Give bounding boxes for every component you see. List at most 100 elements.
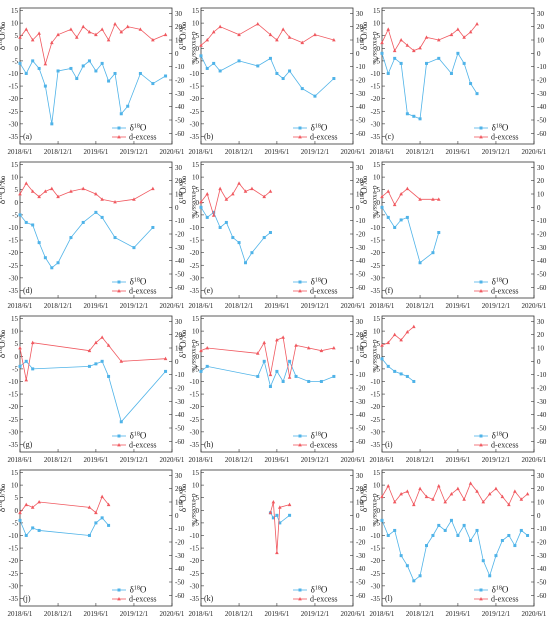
- left-tick-label: -10: [371, 224, 381, 232]
- legend-o18-marker: [479, 280, 483, 284]
- left-tick-label: -30: [190, 120, 200, 128]
- left-tick-label: -35: [371, 441, 381, 449]
- left-tick-label: 0: [377, 507, 381, 515]
- o18-point: [107, 79, 111, 83]
- o18-point: [18, 364, 22, 368]
- right-tick-label: 30: [537, 164, 545, 172]
- left-tick-label: -10: [9, 70, 19, 78]
- o18-point: [412, 579, 416, 583]
- dex-point: [56, 194, 60, 199]
- right-tick-label: 30: [175, 10, 183, 18]
- dex-point: [392, 332, 397, 337]
- dex-point: [468, 30, 473, 34]
- right-tick-label: -60: [356, 592, 366, 600]
- x-tick-label: 2018/6/1: [8, 456, 33, 464]
- dex-point: [449, 32, 454, 37]
- o18-point: [113, 236, 117, 240]
- left-tick-label: 10: [192, 20, 200, 28]
- panel-j: 151050-5-10-15-20-25-30-353020100-10-20-…: [0, 469, 198, 618]
- right-tick-label: 0: [175, 50, 179, 58]
- plot-frame: [200, 469, 354, 607]
- left-tick-label: 10: [373, 20, 381, 28]
- dex-point: [332, 346, 336, 350]
- dex-point: [431, 197, 435, 201]
- dex-point: [281, 335, 285, 339]
- y-left-title: δ18O/‰: [359, 176, 369, 204]
- o18-point: [469, 539, 473, 543]
- dex-point: [50, 40, 54, 45]
- legend-dex-label: d-excess: [129, 133, 157, 142]
- o18-point: [412, 114, 416, 118]
- dex-point: [281, 27, 285, 31]
- o18-point: [199, 205, 203, 209]
- legend-dex-marker: [298, 443, 302, 447]
- left-tick-label: -5: [193, 365, 199, 373]
- legend-dex-label: d-excess: [491, 595, 519, 604]
- x-tick-label: 2018/12/1: [225, 302, 254, 310]
- legend-o18-label: δ18O: [311, 123, 328, 133]
- o18-point: [437, 56, 441, 60]
- plot-frame: [200, 315, 354, 453]
- dex-point: [250, 186, 254, 191]
- x-tick-label: 2020/6/1: [341, 610, 366, 618]
- right-tick-label: -50: [356, 117, 366, 125]
- x-tick-label: 2018/6/1: [370, 148, 395, 156]
- legend-o18-label: δ18O: [492, 431, 509, 441]
- dex-point: [69, 189, 73, 193]
- o18-point: [271, 516, 275, 520]
- right-tick-label: -40: [175, 257, 185, 265]
- o18-point: [256, 374, 260, 378]
- left-tick-label: -25: [9, 108, 19, 116]
- panel-label: (d): [23, 286, 33, 295]
- o18-point: [526, 533, 530, 537]
- o18-point: [405, 112, 409, 116]
- o18-point: [386, 71, 390, 75]
- right-tick-label: -30: [537, 90, 547, 98]
- left-tick-label: 5: [15, 340, 19, 348]
- dex-point: [287, 502, 292, 507]
- left-tick-label: -5: [12, 211, 18, 219]
- o18-point: [275, 71, 279, 75]
- o18-point: [456, 533, 460, 537]
- dex-point: [268, 32, 273, 37]
- o18-line: [381, 207, 440, 264]
- left-tick-label: -10: [371, 70, 381, 78]
- right-tick-label: -40: [537, 565, 547, 573]
- left-tick-label: -30: [371, 428, 381, 436]
- dex-point: [462, 35, 466, 39]
- left-tick-label: 5: [377, 186, 381, 194]
- left-tick-label: -20: [371, 403, 381, 411]
- dex-point: [37, 500, 41, 504]
- panel-f: 151050-5-10-15-20-25-30-353020100-10-20-…: [359, 161, 547, 310]
- dex-line: [19, 495, 109, 514]
- o18-point: [380, 357, 384, 361]
- right-tick-label: -30: [356, 398, 366, 406]
- left-tick-label: -35: [190, 441, 200, 449]
- dex-point: [405, 43, 410, 47]
- dex-point: [268, 510, 273, 515]
- left-tick-label: -20: [190, 95, 200, 103]
- dex-point: [424, 35, 429, 39]
- o18-point: [24, 533, 28, 537]
- dex-point: [125, 24, 130, 29]
- dex-point: [418, 197, 422, 201]
- o18-point: [386, 215, 390, 219]
- o18-point: [31, 526, 35, 530]
- o18-point: [43, 256, 47, 260]
- right-tick-label: -60: [175, 438, 185, 446]
- dex-point: [475, 22, 479, 26]
- dex-point: [151, 38, 155, 42]
- left-tick-label: 10: [192, 328, 200, 336]
- left-tick-label: -5: [193, 57, 199, 65]
- dex-point: [94, 192, 98, 196]
- o18-point: [469, 82, 473, 86]
- x-tick-label: 2019/6/1: [445, 148, 470, 156]
- right-tick-label: 20: [175, 177, 183, 185]
- x-tick-label: 2019/6/1: [445, 456, 470, 464]
- o18-point: [94, 69, 98, 73]
- panel-e: 151050-5-10-15-20-25-30-353020100-10-20-…: [178, 161, 379, 310]
- legend-dex-label: d-excess: [491, 133, 519, 142]
- y-right-title: d-excess/‰: [190, 185, 198, 218]
- o18-point: [205, 364, 209, 368]
- dex-point: [487, 492, 492, 496]
